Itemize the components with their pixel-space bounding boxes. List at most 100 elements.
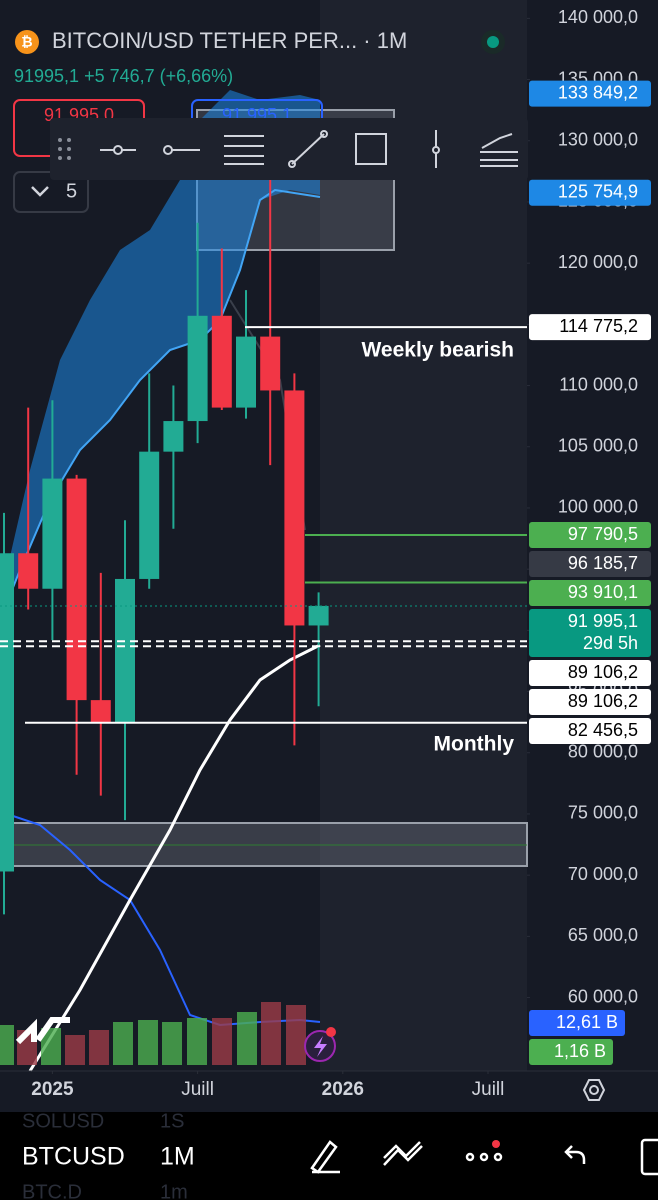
- price-tag: [529, 689, 651, 716]
- volume-bars-part: [162, 1022, 182, 1065]
- settings-icon-part[interactable]: [589, 1085, 599, 1095]
- price-tag-label: 91 995,1: [568, 611, 638, 631]
- price-tag: [529, 609, 651, 658]
- settings-icon[interactable]: [582, 1079, 606, 1101]
- price-tag-label: 93 910,1: [568, 582, 638, 602]
- price-tag: [529, 551, 651, 578]
- candle-body: [90, 700, 111, 723]
- volume-tags-part: [15, 1017, 70, 1045]
- candle-body: [18, 553, 39, 589]
- zones-part: [0, 90, 320, 620]
- price-tag-label: 97 790,5: [568, 524, 638, 544]
- volume-tags-part: [529, 1010, 625, 1036]
- drawing-toolbar-part: [58, 138, 71, 160]
- drawing-toolbar-part-part: [58, 156, 62, 160]
- candle-body: [211, 315, 232, 408]
- drawing-toolbar-part-part: [67, 138, 71, 142]
- x-tick-label: Juill: [472, 1079, 505, 1100]
- drawing-toolbar-part-part: [355, 133, 387, 165]
- y-tick-label: 70 000,0: [568, 864, 638, 884]
- candle-body: [66, 478, 87, 701]
- drawing-toolbar-part-part: [58, 147, 62, 151]
- price-tag: [529, 580, 651, 607]
- bottom-bar-part: [310, 1138, 658, 1176]
- header-part: [487, 36, 499, 48]
- y-tick-label: 100 000,0: [558, 497, 638, 517]
- header-part: ₿: [21, 34, 32, 50]
- y-tick-label: 60 000,0: [568, 986, 638, 1006]
- indicator-count[interactable]: 5: [66, 180, 77, 202]
- ghost-interval: 1m: [160, 1181, 188, 1200]
- zones-part: [28, 643, 321, 1072]
- price-tag-label: 89 106,2: [568, 691, 638, 711]
- y-tick-label: 130 000,0: [558, 130, 638, 150]
- volume-tags: 12,61 B 1,16 B: [15, 1010, 625, 1065]
- volume-bars-part: [187, 1018, 207, 1065]
- drawing-toolbar-part-part: [481, 133, 513, 149]
- volume-tags-part: [326, 1027, 336, 1037]
- drawing-toolbar-part: [100, 130, 518, 168]
- volume-tags-part: [529, 1039, 613, 1065]
- volume-bars-part: [0, 1025, 14, 1065]
- candle-body: [308, 605, 329, 626]
- drawing-toolbar-part-part: [432, 146, 440, 154]
- volume-bars-part: [237, 1012, 257, 1065]
- drawing-toolbar-part-part: [291, 133, 325, 165]
- interval-button[interactable]: 1M: [160, 1143, 195, 1171]
- more[interactable]: [465, 1152, 503, 1162]
- drawing-toolbar-part-part: [163, 145, 173, 155]
- drawing-toolbar-part-part: [288, 160, 296, 168]
- y-tick-label: 80 000,0: [568, 742, 638, 762]
- more-part[interactable]: [479, 1152, 489, 1162]
- volume-bars-part: [89, 1030, 109, 1065]
- drawing-toolbar-part-part: [113, 145, 123, 155]
- candle-body: [284, 390, 305, 626]
- header-part: [15, 30, 39, 54]
- price-tag: [529, 522, 651, 549]
- draw-tool[interactable]: [310, 1140, 340, 1174]
- candle-body: [139, 451, 160, 579]
- y-tick-label: 105 000,0: [558, 436, 638, 456]
- price-tag: [529, 80, 651, 107]
- drawing-toolbar-part-part: [320, 130, 328, 138]
- volume-label: 12,61 B: [556, 1012, 618, 1032]
- volume-tags-part: [314, 1036, 327, 1057]
- volume-bars-part: [138, 1020, 158, 1065]
- candle-body: [260, 336, 281, 391]
- price-tag: [529, 314, 651, 341]
- drawing-toolbar-part-part: [67, 156, 71, 160]
- price-tag: [529, 179, 651, 206]
- price-tag: [529, 718, 651, 745]
- price-tag-label: 96 185,7: [568, 553, 638, 573]
- header-part: [31, 186, 49, 197]
- undo[interactable]: [564, 1145, 586, 1164]
- candle-body: [187, 315, 208, 422]
- ghost-symbol: BTC.D: [22, 1181, 82, 1200]
- volume-label: 1,16 B: [554, 1041, 606, 1061]
- y-tick-label: 65 000,0: [568, 925, 638, 945]
- volume-bars-part: [212, 1018, 232, 1065]
- price-tag: [529, 660, 651, 687]
- candle-body: [163, 421, 184, 452]
- menu[interactable]: [640, 1138, 658, 1176]
- price-tag-label: 82 456,5: [568, 720, 638, 740]
- price-tag-label: 89 106,2: [568, 662, 638, 682]
- x-tick-label: 2025: [31, 1079, 74, 1100]
- settings-icon-part[interactable]: [582, 1079, 606, 1101]
- candle-body: [42, 478, 63, 589]
- y-tick-label: 110 000,0: [559, 374, 638, 394]
- bottom-bar-part: [492, 1140, 500, 1148]
- symbol-button[interactable]: BTCUSD: [22, 1143, 125, 1171]
- symbol-title: BITCOIN/USD TETHER PER... · 1M: [52, 28, 407, 53]
- y-tick-label: 120 000,0: [558, 252, 638, 272]
- price-tag-label: 133 849,2: [558, 82, 638, 102]
- more-part[interactable]: [493, 1152, 503, 1162]
- candle-body: [0, 553, 14, 872]
- volume-bars-part: [113, 1022, 133, 1065]
- more-part[interactable]: [465, 1152, 475, 1162]
- ghost-interval: 1S: [160, 1110, 184, 1132]
- indicators[interactable]: [383, 1141, 423, 1166]
- volume-bars-part: [41, 1028, 61, 1065]
